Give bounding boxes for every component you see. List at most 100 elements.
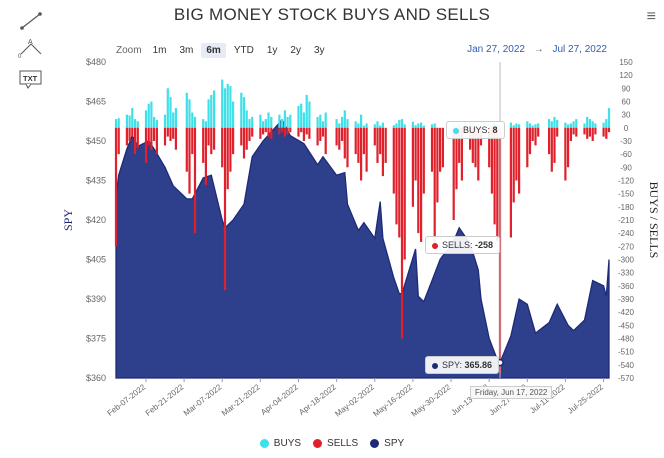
zoom-button-1y[interactable]: 1y (266, 45, 278, 56)
chart-title: BIG MONEY STOCK BUYS AND SELLS (173, 5, 491, 24)
y-left-tick: $390 (86, 294, 106, 304)
zoom-button-2y[interactable]: 2y (290, 45, 301, 56)
x-tick-label: May-16-2022 (371, 382, 414, 418)
sells-bar (569, 127, 572, 141)
sells-bar (134, 127, 137, 155)
y-right-tick: 90 (622, 84, 631, 93)
buys-bar (202, 119, 205, 128)
buys-bar (528, 123, 532, 128)
buys-bar (531, 125, 534, 128)
sells-bar (398, 127, 401, 238)
sells-bar (155, 127, 158, 155)
buys-bar (242, 97, 246, 128)
buys-bar (411, 121, 414, 128)
sells-bar (188, 127, 191, 194)
sells-bar (455, 127, 458, 190)
buys-tooltip: BUYS: 8 (446, 121, 505, 139)
buys-bar (270, 116, 273, 128)
sells-bar (281, 127, 284, 133)
sells-bar (248, 127, 251, 141)
sells-bar (131, 127, 134, 137)
sells-bar (319, 127, 322, 141)
sells-bar (226, 127, 229, 190)
legend-item-sells[interactable]: SELLS (313, 438, 358, 449)
sells-bar (338, 127, 341, 150)
buys-bar (338, 123, 341, 128)
sells-bar (267, 127, 270, 137)
zoom-button-ytd[interactable]: YTD (233, 45, 254, 56)
buys-bar (550, 121, 553, 128)
sells-bar (283, 127, 286, 137)
sells-bar (251, 127, 254, 137)
buys-bar (232, 101, 235, 128)
zoom-button-1m[interactable]: 1m (152, 45, 167, 56)
buys-bar (605, 119, 608, 128)
sells-bar (474, 127, 477, 168)
y-left-tick: $435 (86, 176, 106, 186)
legend-item-buys[interactable]: BUYS (259, 438, 301, 449)
sells-bar (163, 127, 167, 146)
sells-bar (153, 127, 156, 141)
sells-bar (441, 127, 444, 168)
y-left-tick: $465 (86, 97, 106, 107)
x-tick-label: Feb-21-2022 (144, 382, 186, 418)
sells-bar (531, 127, 534, 141)
sells-bar (289, 127, 292, 133)
buys-bar (153, 116, 156, 128)
buys-bar (381, 122, 384, 128)
line-draw-icon[interactable] (18, 10, 44, 32)
buys-bar (267, 112, 270, 128)
spy-area (115, 118, 610, 379)
y-right-tick: 60 (622, 98, 631, 107)
zoom-button-3y[interactable]: 3y (313, 45, 325, 56)
y-right-tick: -60 (620, 150, 632, 159)
legend-dot-sells (313, 439, 323, 448)
buys-bar (512, 125, 515, 128)
legend-item-spy[interactable]: SPY (370, 438, 404, 449)
sells-bar (528, 127, 532, 155)
buys-bar (223, 88, 227, 128)
sells-tooltip: SELLS: -258 (425, 236, 501, 254)
svg-text:A: A (28, 39, 33, 46)
range-to[interactable]: Jul 27, 2022 (552, 44, 608, 55)
buys-bar (245, 110, 248, 128)
sells-bar (433, 127, 436, 247)
sells-bar (594, 127, 597, 135)
sells-bar (526, 127, 529, 168)
zoom-button-6m[interactable]: 6m (201, 43, 226, 58)
sells-bar (518, 127, 521, 194)
buys-bar (346, 119, 349, 128)
buys-bar (414, 125, 417, 128)
sells-bar (550, 127, 553, 172)
range-from[interactable]: Jan 27, 2022 (467, 44, 525, 55)
menu-icon[interactable]: ≡ (646, 8, 656, 25)
y-right-tick: 150 (619, 58, 633, 67)
text-annotation-icon[interactable]: TXT (18, 68, 44, 90)
buys-bar (300, 103, 303, 128)
x-tick-label: May-02-2022 (333, 382, 376, 418)
sells-bar (430, 127, 434, 172)
zoom-button-3m[interactable]: 3m (179, 45, 194, 56)
buys-bar (134, 119, 137, 128)
buys-bar (548, 119, 551, 128)
buys-bar (594, 123, 597, 128)
buys-bar (262, 121, 265, 128)
sells-bar (376, 127, 379, 163)
buys-bar (376, 121, 379, 128)
sells-bar (586, 127, 589, 139)
sells-bar (548, 127, 551, 155)
sells-bar (202, 127, 205, 163)
buys-bar (207, 99, 210, 128)
buys-tooltip-value: 8 (492, 125, 498, 135)
buys-bar (248, 119, 251, 128)
sells-bar (362, 127, 365, 155)
sells-bar (512, 127, 515, 203)
buys-bar (319, 114, 322, 128)
buys-bar (166, 88, 169, 128)
sells-bar (300, 127, 303, 133)
sells-bar (207, 127, 210, 146)
buys-bar (297, 105, 300, 128)
y-left-tick: $360 (86, 373, 106, 383)
